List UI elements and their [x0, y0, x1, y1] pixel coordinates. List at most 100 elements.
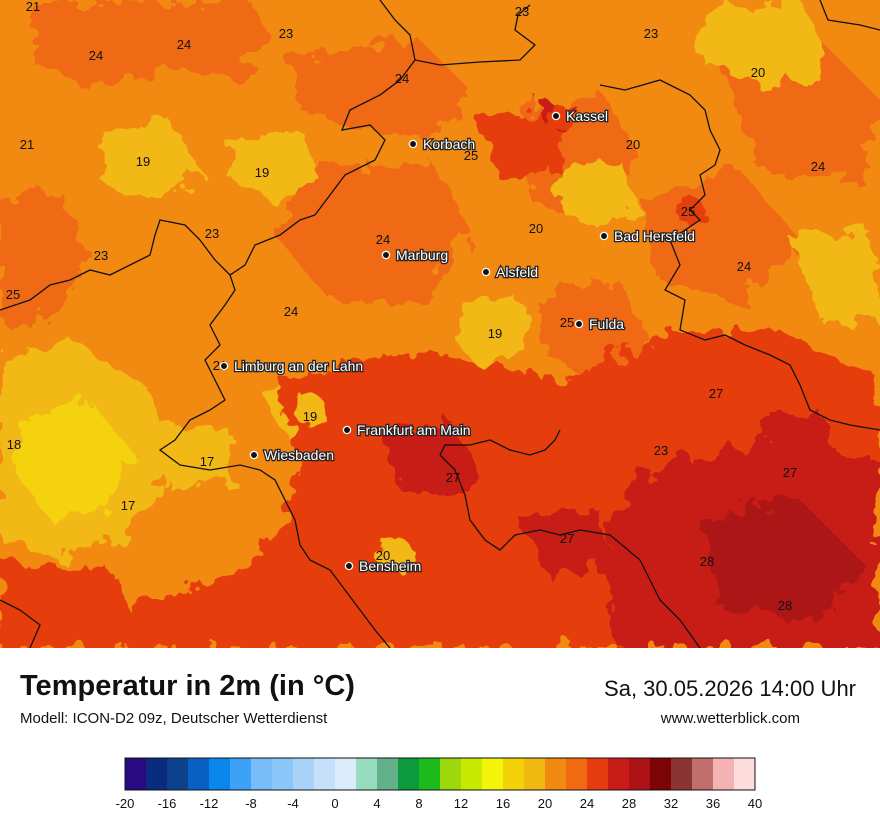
city-marker-dot	[219, 361, 229, 371]
city-name: Alsfeld	[496, 264, 538, 280]
city-korbach: Korbach	[408, 135, 476, 153]
legend-tick-label: -12	[200, 796, 219, 811]
temperature-value: 25	[560, 315, 574, 330]
temperature-value: 17	[200, 454, 214, 469]
city-marker-dot	[408, 139, 418, 149]
city-marker-dot	[344, 561, 354, 571]
legend-swatch	[650, 758, 672, 790]
temperature-value: 20	[751, 65, 765, 80]
state-border	[158, 274, 391, 648]
temperature-value: 23	[644, 26, 658, 41]
temperature-value: 20	[376, 548, 390, 563]
city-marker-dot	[599, 231, 609, 241]
city-kassel: Kassel	[551, 107, 609, 125]
legend-swatch	[209, 758, 231, 790]
state-border	[379, 0, 536, 66]
city-marburg: Marburg	[381, 246, 449, 264]
temperature-value: 19	[136, 154, 150, 169]
website-link[interactable]: www.wetterblick.com	[660, 710, 800, 727]
legend-swatch	[419, 758, 441, 790]
legend-swatch	[440, 758, 462, 790]
temperature-value: 24	[89, 48, 103, 63]
temperature-value: 19	[255, 165, 269, 180]
city-name: Korbach	[423, 136, 475, 152]
legend-swatch	[314, 758, 336, 790]
color-legend: -20 -16 -12 -8 -4 0 4 8 12 16 20 24 28 32 36 40	[0, 748, 880, 830]
legend-tick-label: 20	[538, 796, 552, 811]
legend-tick-label: 28	[622, 796, 636, 811]
temperature-map: 21 24 24 23 23 23 20 24 21 19 19 25 20 24 25 20 23 23 24 24…	[0, 0, 880, 648]
temperature-value: 23	[279, 26, 293, 41]
state-border	[439, 454, 701, 648]
city-name: Frankfurt am Main	[357, 422, 471, 438]
model-info: Modell: ICON-D2 09z, Deutscher Wetterdie…	[20, 710, 328, 727]
region-borders	[0, 0, 880, 648]
temperature-detail	[2, 10, 850, 573]
legend-swatch	[167, 758, 189, 790]
temperature-value: 25	[464, 148, 478, 163]
city-alsfeld: Alsfeld	[481, 263, 539, 281]
city-name: Fulda	[589, 316, 624, 332]
temperature-value: 19	[303, 409, 317, 424]
temperature-value: 24	[395, 71, 409, 86]
legend-tick-label: 40	[748, 796, 762, 811]
city-name: Wiesbaden	[264, 447, 334, 463]
legend-swatch	[335, 758, 357, 790]
city-limburg-an-der-lahn: Limburg an der Lahn	[219, 357, 365, 375]
legend-swatch	[188, 758, 210, 790]
state-border	[439, 429, 561, 456]
legend-swatch	[377, 758, 399, 790]
state-border	[819, 0, 880, 31]
legend-tick-label: 24	[580, 796, 594, 811]
city-name: Kassel	[566, 108, 608, 124]
city-labels: Kassel Korbach Bad Hersfeld Marburg Alsfeld F…	[219, 107, 696, 575]
legend-tick-label: 4	[373, 796, 380, 811]
city-frankfurt-am-main: Frankfurt am Main	[342, 421, 472, 439]
legend-swatch	[356, 758, 378, 790]
temperature-value: 21	[20, 137, 34, 152]
legend-swatch	[272, 758, 294, 790]
legend-swatch	[461, 758, 483, 790]
city-marker-dot	[481, 267, 491, 277]
legend-color-bar	[124, 757, 756, 791]
temperature-value: 23	[94, 248, 108, 263]
temperature-value: 25	[6, 287, 20, 302]
city-marker-dot	[551, 111, 561, 121]
legend-swatch	[524, 758, 546, 790]
temperature-values: 21 24 24 23 23 23 20 24 21 19 19 25 20 24 25 20 23 23 24 24…	[6, 0, 825, 613]
temperature-value: 23	[205, 226, 219, 241]
legend-swatch	[671, 758, 693, 790]
legend-tick-label: 0	[331, 796, 338, 811]
legend-tick-label: -16	[158, 796, 177, 811]
temperature-value: 27	[783, 465, 797, 480]
legend-swatch	[398, 758, 420, 790]
map-title: Temperatur in 2m (in °C)	[20, 670, 355, 702]
temperature-value: 23	[515, 4, 529, 19]
legend-swatch	[251, 758, 273, 790]
legend-swatch	[482, 758, 504, 790]
city-name: Bensheim	[359, 558, 421, 574]
temperature-value: 24	[737, 259, 751, 274]
city-bad-hersfeld: Bad Hersfeld	[599, 227, 696, 245]
legend-swatch	[629, 758, 651, 790]
temperature-value: 24	[376, 232, 390, 247]
valid-time: Sa, 30.05.2026 14:00 Uhr	[604, 676, 856, 701]
legend-tick-label: 36	[706, 796, 720, 811]
temperature-value: 27	[560, 531, 574, 546]
temperature-value: 28	[700, 554, 714, 569]
state-border	[0, 599, 41, 648]
city-name: Marburg	[396, 247, 448, 263]
legend-swatch	[230, 758, 252, 790]
temperature-value: 23	[654, 443, 668, 458]
legend-tick-label: -4	[287, 796, 299, 811]
legend-swatch	[293, 758, 315, 790]
city-marker-dot	[342, 425, 352, 435]
temperature-value: 24	[177, 37, 191, 52]
temperature-value: 19	[488, 326, 502, 341]
temperature-value: 21	[26, 0, 40, 14]
temperature-value: 28	[778, 598, 792, 613]
legend-swatch	[713, 758, 735, 790]
legend-tick-label: 16	[496, 796, 510, 811]
legend-frame	[124, 757, 756, 791]
temperature-value: 27	[709, 386, 723, 401]
